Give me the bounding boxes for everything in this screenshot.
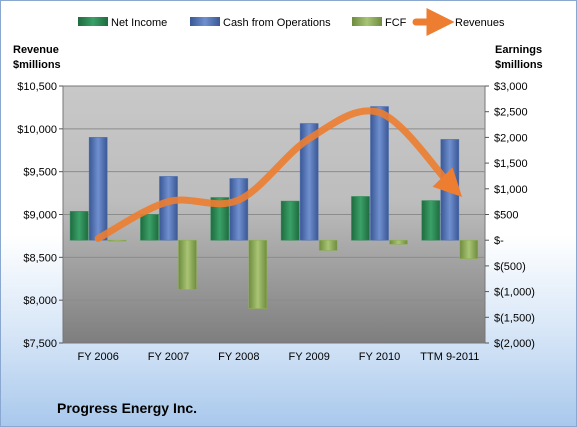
legend-swatch-net-income xyxy=(78,17,108,26)
right-tick-label: $1,000 xyxy=(494,184,528,196)
bar-fcf-fy-2009 xyxy=(318,239,338,251)
right-tick-label: $3,000 xyxy=(494,81,528,93)
bar-fcf-fy-2006 xyxy=(107,239,127,242)
gridlines xyxy=(63,128,485,301)
x-tick-label: FY 2008 xyxy=(218,351,259,363)
right-tick-label: $(1,000) xyxy=(494,287,535,299)
x-tick-label: FY 2009 xyxy=(288,351,329,363)
revenues-line-group xyxy=(94,107,463,242)
bar-cash-from-operations-fy-2006 xyxy=(88,137,108,241)
left-tick-label: $7,500 xyxy=(23,338,57,350)
right-axis-title-line2: $millions xyxy=(495,59,543,71)
bar-fcf-ttm-9-2011 xyxy=(459,239,479,260)
bar-net-income-fy-2006 xyxy=(69,211,89,241)
x-tick-label: FY 2010 xyxy=(359,351,400,363)
right-axis-ticks: $(2,000) $(1,500) $(1,000) $(500) $- $500 $1,0… xyxy=(485,81,535,350)
legend-label-net-income: Net Income xyxy=(111,17,167,29)
right-tick-label: $(1,500) xyxy=(494,312,535,324)
right-tick-label: $1,500 xyxy=(494,158,528,170)
bar-cash-from-operations-ttm-9-2011 xyxy=(440,139,460,241)
revenues-line xyxy=(94,107,463,242)
right-tick-label: $2,000 xyxy=(494,132,528,144)
legend-swatch-fcf xyxy=(352,17,382,26)
x-tick-label: FY 2006 xyxy=(77,351,118,363)
bars xyxy=(69,106,479,309)
right-tick-label: $500 xyxy=(494,210,518,222)
left-axis-title-line2: $millions xyxy=(13,59,61,71)
legend: Net Income Cash from Operations FCF Reve… xyxy=(78,8,505,36)
legend-label-fcf: FCF xyxy=(385,17,407,29)
right-tick-label: $(2,000) xyxy=(494,338,535,350)
bar-net-income-fy-2008 xyxy=(210,197,230,241)
right-tick-label: $- xyxy=(494,235,504,247)
bar-fcf-fy-2010 xyxy=(389,239,408,245)
bar-cash-from-operations-fy-2007 xyxy=(159,176,178,241)
chart-title: Progress Energy Inc. xyxy=(57,400,197,416)
left-axis-ticks: $7,500 $8,000 $8,500 $9,000 $9,500 $10,000 $10… xyxy=(17,81,63,350)
right-tick-label: $2,500 xyxy=(494,107,528,119)
left-tick-label: $8,000 xyxy=(23,295,57,307)
right-axis-title-line1: Earnings xyxy=(495,44,542,56)
bar-fcf-fy-2007 xyxy=(178,239,197,290)
bar-cash-from-operations-fy-2008 xyxy=(229,178,249,241)
x-tick-label: TTM 9-2011 xyxy=(420,351,479,363)
right-tick-label: $(500) xyxy=(494,261,526,273)
legend-swatch-cash-from-operations xyxy=(190,17,220,26)
bar-cash-from-operations-fy-2009 xyxy=(299,123,319,241)
left-tick-label: $9,000 xyxy=(23,210,57,222)
bar-net-income-fy-2009 xyxy=(280,200,300,241)
x-axis-ticks: FY 2006 FY 2007 FY 2008 FY 2009 FY 2010 TTM 9… xyxy=(77,351,479,363)
left-tick-label: $10,500 xyxy=(17,81,57,93)
left-tick-label: $9,500 xyxy=(23,167,57,179)
legend-label-revenues: Revenues xyxy=(455,17,505,29)
bar-net-income-ttm-9-2011 xyxy=(421,200,441,241)
legend-label-cash-from-operations: Cash from Operations xyxy=(223,17,331,29)
bar-net-income-fy-2010 xyxy=(351,196,370,241)
left-axis-title-line1: Revenue xyxy=(13,44,59,56)
left-tick-label: $8,500 xyxy=(23,252,57,264)
left-tick-label: $10,000 xyxy=(17,124,57,136)
x-tick-label: FY 2007 xyxy=(148,351,189,363)
bar-net-income-fy-2007 xyxy=(140,214,159,241)
bar-fcf-fy-2008 xyxy=(248,239,268,309)
bar-cash-from-operations-fy-2010 xyxy=(370,106,389,241)
